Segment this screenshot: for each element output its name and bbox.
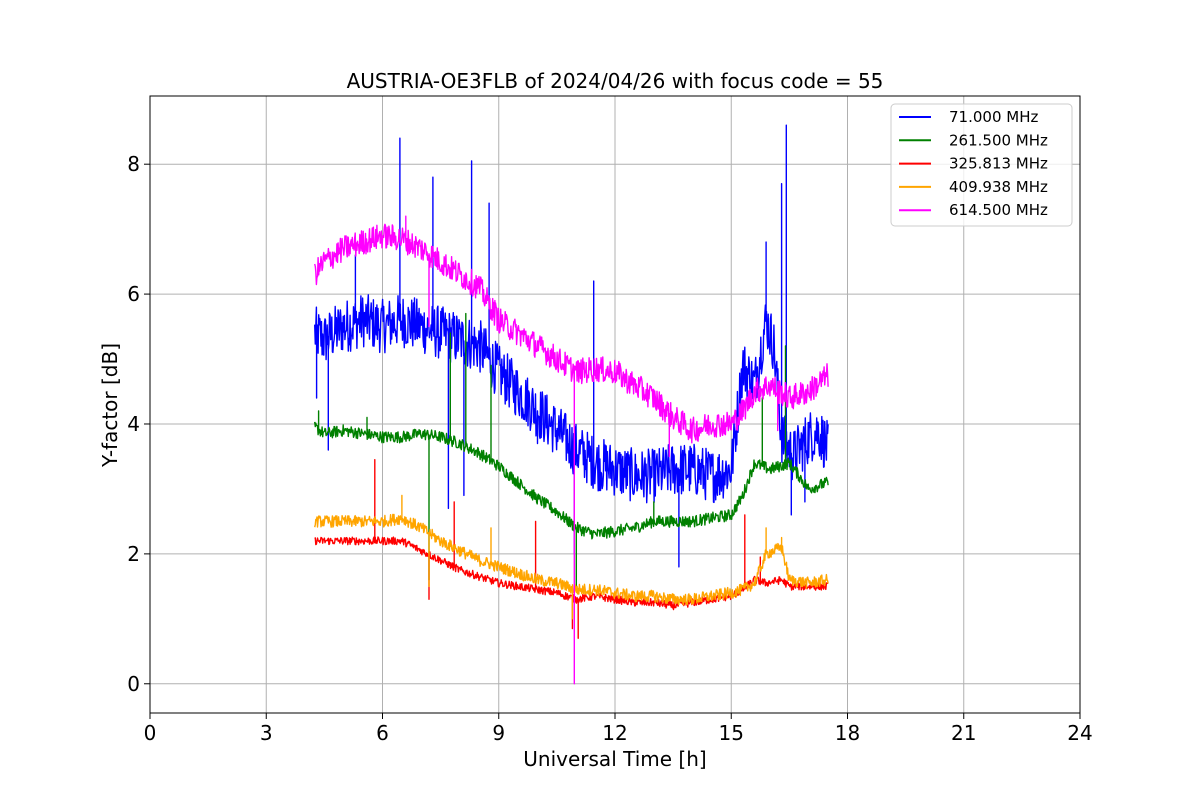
x-tick-label: 21	[951, 721, 976, 745]
y-tick-label: 8	[127, 152, 140, 176]
series-line	[314, 312, 829, 588]
y-tick-label: 2	[127, 542, 140, 566]
series-layer	[314, 124, 829, 685]
series-3	[314, 494, 829, 620]
legend: 71.000 MHz 261.500 MHz 325.813 MHz 409.938 …	[890, 103, 1073, 227]
x-tick-label: 6	[376, 721, 389, 745]
y-tick-label: 4	[127, 412, 140, 436]
legend-label: 71.000 MHz	[949, 108, 1038, 126]
series-line	[314, 459, 829, 639]
legend-box	[890, 103, 1073, 227]
x-tick-label: 18	[835, 721, 860, 745]
x-ticks: 0 3 6 9 12 15 18 21 24	[144, 713, 1093, 745]
y-tick-label: 6	[127, 282, 140, 306]
x-tick-label: 24	[1067, 721, 1092, 745]
series-line	[314, 494, 829, 620]
x-tick-label: 12	[602, 721, 627, 745]
x-tick-label: 9	[492, 721, 505, 745]
legend-label: 261.500 MHz	[949, 131, 1048, 149]
series-2	[314, 459, 829, 639]
y-tick-label: 0	[127, 672, 140, 696]
legend-label: 325.813 MHz	[949, 155, 1048, 173]
grid	[149, 96, 1081, 713]
series-line	[314, 215, 829, 685]
legend-label: 409.938 MHz	[949, 178, 1048, 196]
x-tick-label: 0	[144, 721, 157, 745]
series-line	[314, 124, 829, 568]
x-tick-label: 3	[260, 721, 273, 745]
y-ticks: 0 2 4 6 8	[127, 152, 150, 696]
series-0	[314, 124, 829, 568]
x-axis-label: Universal Time [h]	[523, 747, 706, 771]
legend-label: 614.500 MHz	[949, 201, 1048, 219]
series-1	[314, 312, 829, 588]
chart-title: AUSTRIA-OE3FLB of 2024/04/26 with focus …	[347, 69, 884, 93]
y-axis-label: Y-factor [dB]	[98, 343, 122, 468]
x-tick-label: 15	[719, 721, 744, 745]
series-4	[314, 215, 829, 685]
